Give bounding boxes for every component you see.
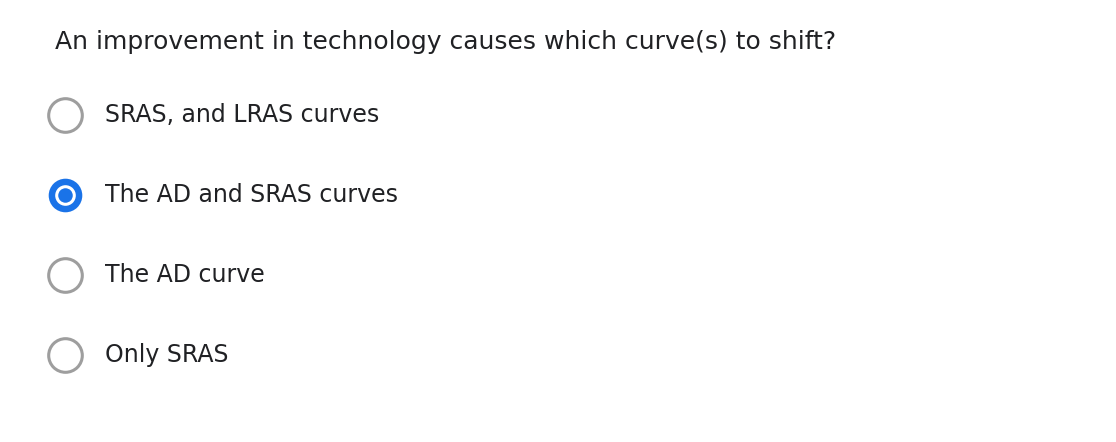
Text: The AD and SRAS curves: The AD and SRAS curves <box>105 183 398 207</box>
Point <box>56 351 74 358</box>
Point <box>56 271 74 278</box>
Text: SRAS, and LRAS curves: SRAS, and LRAS curves <box>105 103 379 127</box>
Point <box>56 191 74 198</box>
Text: The AD curve: The AD curve <box>105 263 264 287</box>
Point <box>56 191 74 198</box>
Text: An improvement in technology causes which curve(s) to shift?: An improvement in technology causes whic… <box>55 30 836 54</box>
Text: Only SRAS: Only SRAS <box>105 343 229 367</box>
Point <box>56 191 74 198</box>
Point <box>56 111 74 118</box>
